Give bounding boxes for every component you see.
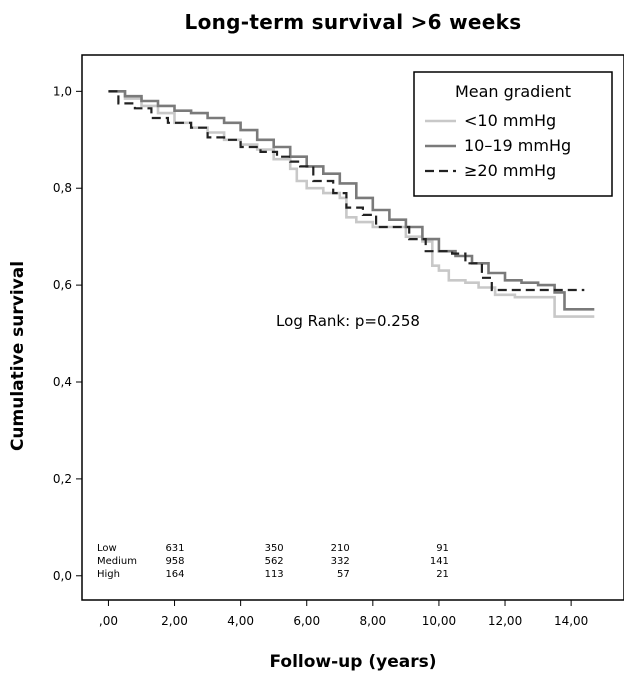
legend: Mean gradient <10 mmHg 10–19 mmHg ≥20 mmHg [413, 71, 613, 197]
legend-entry: ≥20 mmHg [464, 161, 556, 180]
chart-title: Long-term survival >6 weeks [184, 10, 522, 34]
y-tick-label: 0,4 [53, 375, 72, 389]
x-tick-label: 4,00 [227, 614, 254, 628]
series-group [108, 90, 595, 318]
x-tick-label: ,00 [99, 614, 118, 628]
series-line-2 [108, 90, 595, 311]
x-tick-label: 10,00 [422, 614, 456, 628]
x-tick-label: 8,00 [359, 614, 386, 628]
risk-value: 631 [165, 543, 184, 554]
x-tick-label: 12,00 [488, 614, 522, 628]
risk-value: 91 [436, 543, 449, 554]
y-tick-label: 1,0 [53, 84, 72, 98]
risk-value: 141 [430, 556, 449, 567]
legend-entry: <10 mmHg [464, 111, 556, 130]
risk-value: 113 [265, 569, 284, 580]
x-axis-label: Follow-up (years) [269, 652, 437, 672]
axes: 0,0 0,2 0,4 0,6 0,8 1,0 ,00 2,00 4,00 6,00 8,00 10,… [53, 84, 588, 628]
legend-entry: 10–19 mmHg [464, 136, 571, 155]
risk-table: Low 631 350 210 91 Medium 958 562 332 141 High 164 1… [97, 543, 449, 580]
risk-value: 562 [265, 556, 284, 567]
risk-value: 57 [337, 569, 350, 580]
x-tick-label: 2,00 [161, 614, 188, 628]
risk-value: 164 [165, 569, 184, 580]
legend-box [413, 71, 613, 197]
y-tick-label: 0,6 [53, 278, 72, 292]
series-line-3 [108, 90, 585, 292]
x-tick-label: 6,00 [293, 614, 320, 628]
risk-row-label: Low [97, 543, 117, 554]
y-tick-label: 0,8 [53, 181, 72, 195]
y-tick-label: 0,2 [53, 472, 72, 486]
risk-value: 210 [331, 543, 350, 554]
legend-title: Mean gradient [455, 82, 571, 101]
risk-value: 21 [436, 569, 449, 580]
y-tick-label: 0,0 [53, 569, 72, 583]
risk-value: 958 [165, 556, 184, 567]
risk-row-label: Medium [97, 556, 137, 567]
log-rank-annotation: Log Rank: p=0.258 [276, 312, 420, 330]
risk-row-label: High [97, 569, 120, 580]
risk-value: 350 [265, 543, 284, 554]
plot-frame [81, 54, 624, 601]
risk-value: 332 [331, 556, 350, 567]
x-tick-label: 14,00 [554, 614, 588, 628]
